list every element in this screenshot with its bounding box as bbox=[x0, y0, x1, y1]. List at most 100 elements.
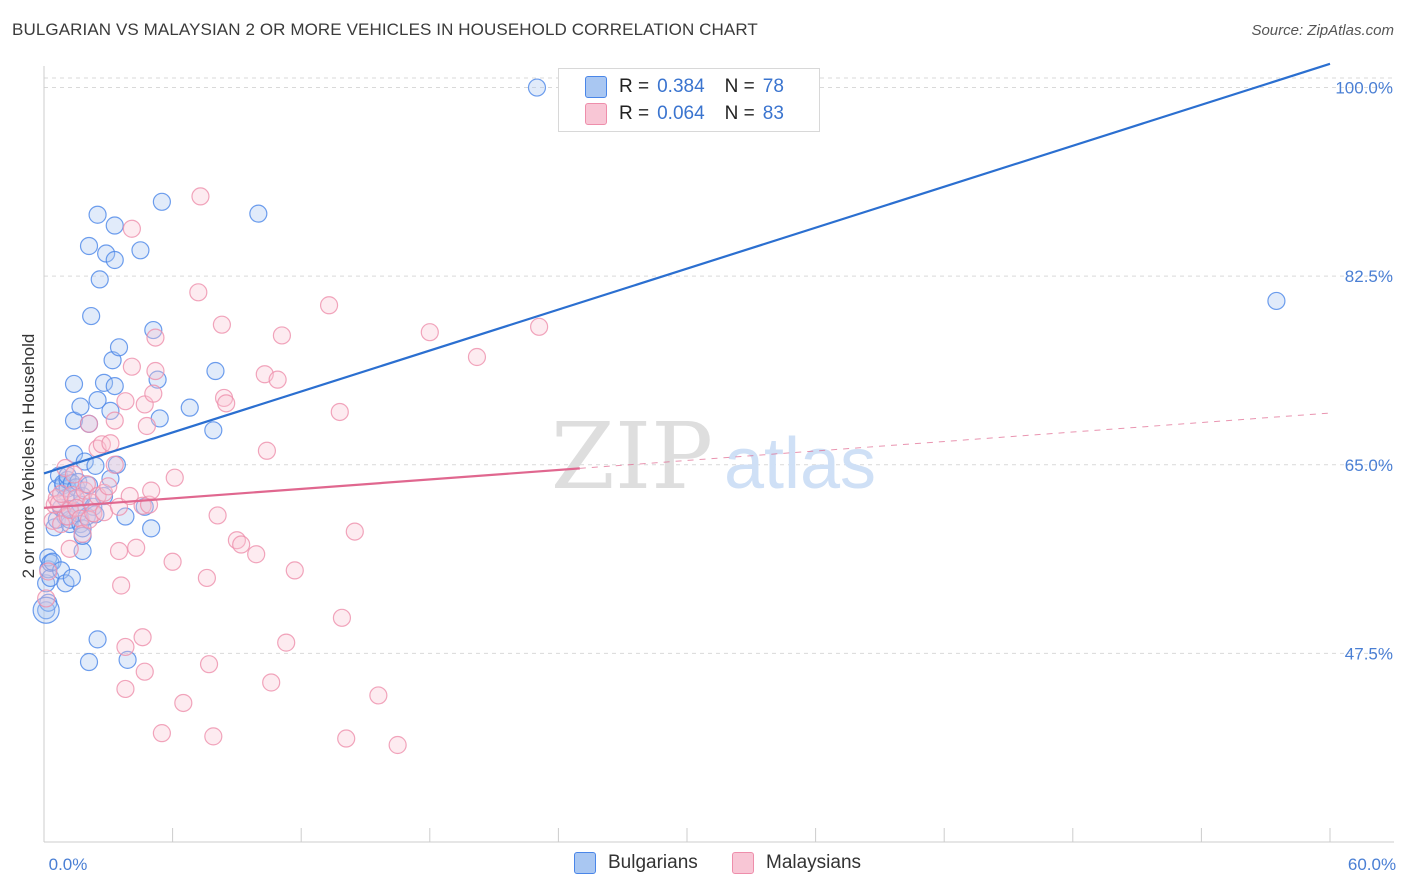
bulgarian-point bbox=[64, 374, 84, 394]
malaysian-point bbox=[116, 679, 135, 699]
malaysian-point bbox=[332, 608, 352, 627]
correlation-legend: R = 0.384 N = 78 R = 0.064 N = 83 bbox=[558, 68, 820, 132]
malaysian-point bbox=[77, 475, 96, 494]
legend-swatch-blue bbox=[585, 76, 607, 98]
y-tick-label: 82.5% bbox=[1345, 267, 1393, 286]
malaysian-point bbox=[191, 187, 210, 206]
bulgarian-point bbox=[88, 630, 107, 649]
legend-row-malaysians: R = 0.064 N = 83 bbox=[585, 102, 784, 126]
x-tick-label: 60.0% bbox=[1348, 855, 1396, 874]
legend-r-label: R = bbox=[619, 76, 650, 97]
bulgarians-points bbox=[32, 78, 1286, 672]
bulgarian-point bbox=[105, 377, 124, 396]
malaysian-point bbox=[197, 568, 216, 588]
legend-n-value: 78 bbox=[762, 76, 784, 97]
series-legend-swatch bbox=[574, 852, 596, 874]
malaysian-point bbox=[116, 392, 135, 411]
bulgarian-point bbox=[88, 391, 107, 410]
series-legend-label: Bulgarians bbox=[608, 852, 698, 873]
malaysian-point bbox=[257, 441, 277, 460]
bulgarian-point bbox=[79, 236, 99, 256]
legend-r-value: 0.384 bbox=[657, 76, 705, 97]
legend-n-label: N = bbox=[724, 103, 755, 124]
malaysian-point bbox=[144, 384, 163, 403]
trend-lines bbox=[43, 62, 1331, 509]
chart-source: Source: ZipAtlas.com bbox=[1251, 22, 1394, 39]
bulgarian-point bbox=[71, 397, 90, 416]
bulgarian-point bbox=[101, 401, 120, 420]
gridlines bbox=[44, 77, 1394, 654]
legend-row-bulgarians: R = 0.384 N = 78 bbox=[585, 75, 784, 99]
bulgarians-trend-line bbox=[43, 62, 1331, 475]
malaysian-point bbox=[79, 414, 99, 433]
malaysian-point bbox=[152, 724, 171, 743]
watermark-atlas: atlas bbox=[724, 424, 876, 504]
malaysian-point bbox=[272, 326, 292, 345]
malaysian-point bbox=[101, 434, 120, 453]
malaysian-point bbox=[174, 693, 193, 713]
malaysian-point bbox=[420, 323, 439, 342]
malaysians-trend-line-projection bbox=[579, 412, 1331, 469]
malaysian-point bbox=[163, 552, 182, 571]
bulgarian-point bbox=[527, 78, 547, 97]
malaysian-point bbox=[262, 673, 281, 692]
malaysian-point bbox=[82, 493, 101, 512]
bulgarian-point bbox=[142, 519, 161, 538]
legend-n-value: 83 bbox=[762, 103, 784, 124]
bulgarian-point bbox=[79, 652, 99, 672]
y-tick-label: 65.0% bbox=[1345, 456, 1393, 475]
bulgarian-point bbox=[144, 320, 163, 340]
bulgarian-point bbox=[105, 216, 124, 235]
y-tick-label: 100.0% bbox=[1335, 79, 1393, 98]
bulgarian-point bbox=[90, 270, 109, 289]
malaysian-point bbox=[330, 402, 349, 422]
watermark-zip: ZIP bbox=[551, 403, 713, 510]
malaysian-point bbox=[530, 317, 549, 336]
malaysian-point bbox=[319, 296, 339, 315]
bulgarian-point bbox=[131, 241, 150, 260]
malaysian-point bbox=[127, 538, 146, 557]
bulgarian-point bbox=[116, 507, 135, 526]
legend-r-value: 0.064 bbox=[657, 103, 705, 124]
malaysian-point bbox=[146, 328, 165, 347]
malaysian-point bbox=[388, 735, 407, 755]
y-tick-label: 47.5% bbox=[1345, 644, 1393, 663]
bulgarian-point bbox=[206, 361, 225, 381]
bulgarian-point bbox=[1267, 291, 1286, 311]
series-legend-malaysians: Malaysians bbox=[732, 852, 861, 874]
malaysian-point bbox=[285, 561, 304, 580]
malaysian-point bbox=[208, 506, 227, 525]
bulgarian-point bbox=[64, 444, 84, 464]
malaysian-point bbox=[39, 562, 58, 581]
malaysian-point bbox=[345, 522, 364, 541]
malaysian-point bbox=[165, 468, 184, 487]
malaysian-point bbox=[369, 686, 388, 705]
axes bbox=[43, 66, 1394, 843]
bulgarian-point bbox=[180, 398, 199, 417]
x-tick-labels: 0.0% 60.0% bbox=[49, 855, 1396, 874]
legend-r-label: R = bbox=[619, 103, 650, 124]
bulgarian-point bbox=[82, 306, 101, 326]
bulgarian-point bbox=[94, 373, 114, 392]
malaysian-point bbox=[232, 535, 251, 554]
malaysian-point bbox=[268, 370, 287, 389]
bulgarian-point bbox=[62, 568, 81, 588]
bulgarian-point bbox=[88, 205, 107, 224]
bulgarian-point bbox=[105, 250, 124, 270]
malaysian-point bbox=[217, 394, 236, 413]
chart-title: BULGARIAN VS MALAYSIAN 2 OR MORE VEHICLE… bbox=[12, 20, 758, 39]
bulgarian-point bbox=[204, 421, 223, 440]
bulgarian-point bbox=[152, 192, 171, 211]
malaysian-point bbox=[109, 541, 129, 561]
malaysian-point bbox=[37, 589, 56, 608]
malaysian-point bbox=[60, 539, 79, 558]
series-legend-label: Malaysians bbox=[766, 852, 862, 873]
malaysian-point bbox=[467, 347, 487, 367]
bulgarian-point bbox=[249, 204, 268, 223]
y-tick-labels: 47.5% 65.0% 82.5% 100.0% bbox=[1335, 79, 1393, 664]
malaysian-point bbox=[133, 628, 152, 647]
malaysian-point bbox=[204, 727, 223, 746]
x-tick-label: 0.0% bbox=[49, 855, 88, 874]
y-axis-label: 2 or more Vehicles in Household bbox=[19, 334, 38, 579]
